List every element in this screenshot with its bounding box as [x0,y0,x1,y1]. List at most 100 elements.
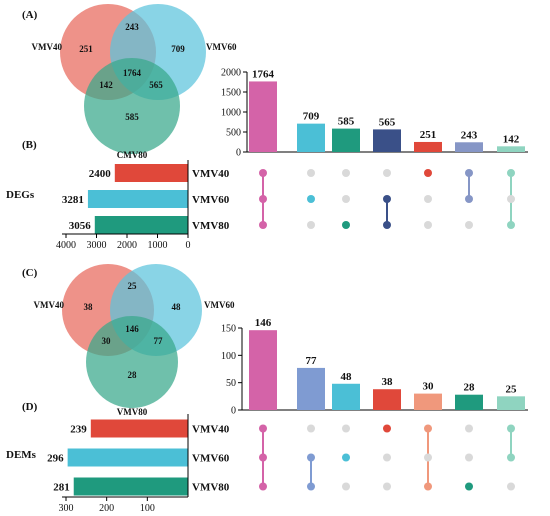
dems-intersection-bar-value: 25 [506,383,518,395]
venn-c-only-40: 38 [84,302,94,312]
degs-matrix-dot [307,221,315,229]
venn-c-all: 146 [125,324,139,334]
venn-c-circle-vmv80 [86,316,178,408]
degs-set-name: VMV80 [192,220,230,232]
degs-matrix-dot [465,169,473,177]
venn-diagram-c: 38 48 25 146 30 77 28 VMV40 VMV60 VMV80 [34,264,235,417]
degs-intersection-bar [455,142,483,152]
venn-c-name-vmv80: VMV80 [117,407,148,417]
degs-set-bar-value: 2400 [89,168,112,180]
degs-matrix-dot [383,195,391,203]
dems-matrix-dot [465,482,473,491]
venn-diagram-a: 251 709 243 1764 142 565 585 VMV40 VMV60… [32,4,237,160]
degs-matrix-dot [465,221,473,229]
dems-intersection-bar [297,367,325,410]
dems-set-bar [90,419,188,438]
degs-intersection-bar [373,129,401,152]
degs-intersection-bar [332,128,360,152]
degs-y-tick-label: 1500 [221,88,241,99]
degs-set-name: VMV60 [192,194,230,206]
dems-y-tick-label: 150 [221,324,236,335]
degs-y-tick-label: 0 [236,148,241,159]
degs-matrix-dot [307,195,315,203]
venn-a-circle-cmv80 [84,58,180,154]
dems-matrix-dot [342,482,350,491]
panel-label-a: (A) [22,9,38,21]
degs-matrix-dot [383,169,391,177]
degs-matrix-dot [383,221,391,229]
degs-set-x-tick-label: 0 [186,240,191,251]
degs-intersection-bar-value: 251 [420,129,437,141]
venn-c-name-vmv60: VMV60 [204,300,235,310]
dems-set-name: VMV40 [192,424,230,436]
degs-intersection-bar-value: 1764 [252,68,275,80]
venn-c-60-80: 77 [154,336,164,346]
dems-set-bar [67,448,188,467]
degs-matrix-dot [424,221,432,229]
dems-intersection-bar-value: 48 [341,371,353,383]
dems-intersection-bar [455,394,483,410]
degs-intersection-bar [414,141,442,152]
degs-title: DEGs [6,189,35,201]
venn-c-40-80: 30 [102,336,112,346]
degs-intersection-bars: 0 500 1000 1500 2000 1764 709 585 565 251 243 142 [221,68,528,159]
dems-matrix-dot [342,453,350,462]
dems-intersection-bar-value: 38 [382,376,394,388]
dems-set-size-bars: 239 VMV40 296 VMV60 281 VMV80 300 200 100 [47,414,230,514]
dems-set-x-tick-label: 100 [140,503,155,514]
degs-matrix-dot [507,195,515,203]
degs-set-bar-value: 3056 [69,220,92,232]
dems-matrix-dot [259,453,267,462]
dems-y-tick-label: 50 [226,378,236,389]
degs-set-bar [87,190,188,208]
dems-set-bar-value: 281 [53,482,70,494]
degs-matrix-dot [342,221,350,229]
dems-matrix-dot [259,482,267,491]
venn-a-40-80: 142 [99,80,113,90]
dems-title: DEMs [6,449,37,461]
dems-set-bar [73,477,188,496]
degs-matrix-dot [507,221,515,229]
dems-set-name: VMV80 [192,482,230,494]
degs-matrix-dot [307,169,315,177]
venn-a-name-cmv80: CMV80 [117,150,148,160]
degs-intersection-bar-value: 142 [503,133,520,145]
dems-matrix-dot [307,424,315,433]
degs-matrix-dot [259,195,267,203]
degs-membership-matrix [259,169,515,229]
dems-intersection-bars: 0 50 100 150 146 77 48 38 30 28 25 [221,317,528,417]
dems-intersection-bar-value: 28 [464,382,476,394]
dems-intersection-bar [249,330,277,410]
dems-membership-matrix [259,424,515,491]
dems-matrix-dot [424,424,432,433]
dems-intersection-bar [373,389,401,410]
dems-matrix-dot [383,482,391,491]
dems-matrix-dot [307,482,315,491]
degs-set-bar [114,164,188,182]
degs-matrix-dot [424,169,432,177]
venn-a-name-vmv60: VMV60 [206,42,237,52]
dems-matrix-dot [465,453,473,462]
degs-y-tick-label: 1000 [221,108,241,119]
dems-matrix-dot [383,453,391,462]
dems-matrix-dot [507,453,515,462]
venn-c-only-80: 28 [128,370,138,380]
dems-matrix-dot [507,482,515,491]
dems-intersection-bar [414,393,442,410]
degs-set-x-tick-label: 2000 [117,240,137,251]
degs-set-bar [94,216,188,234]
venn-a-name-vmv40: VMV40 [32,42,63,52]
venn-a-only-60: 709 [171,44,185,54]
venn-c-40-60: 25 [128,281,138,291]
panel-label-b: (B) [22,139,37,151]
venn-a-only-80: 585 [125,112,139,122]
degs-intersection-bar-value: 243 [461,129,478,141]
degs-set-x-tick-label: 4000 [56,240,76,251]
degs-matrix-dot [424,195,432,203]
venn-a-60-80: 565 [149,80,163,90]
degs-set-x-tick-label: 3000 [87,240,107,251]
degs-intersection-bar [249,81,277,152]
dems-matrix-dot [307,453,315,462]
dems-set-name: VMV60 [192,453,230,465]
